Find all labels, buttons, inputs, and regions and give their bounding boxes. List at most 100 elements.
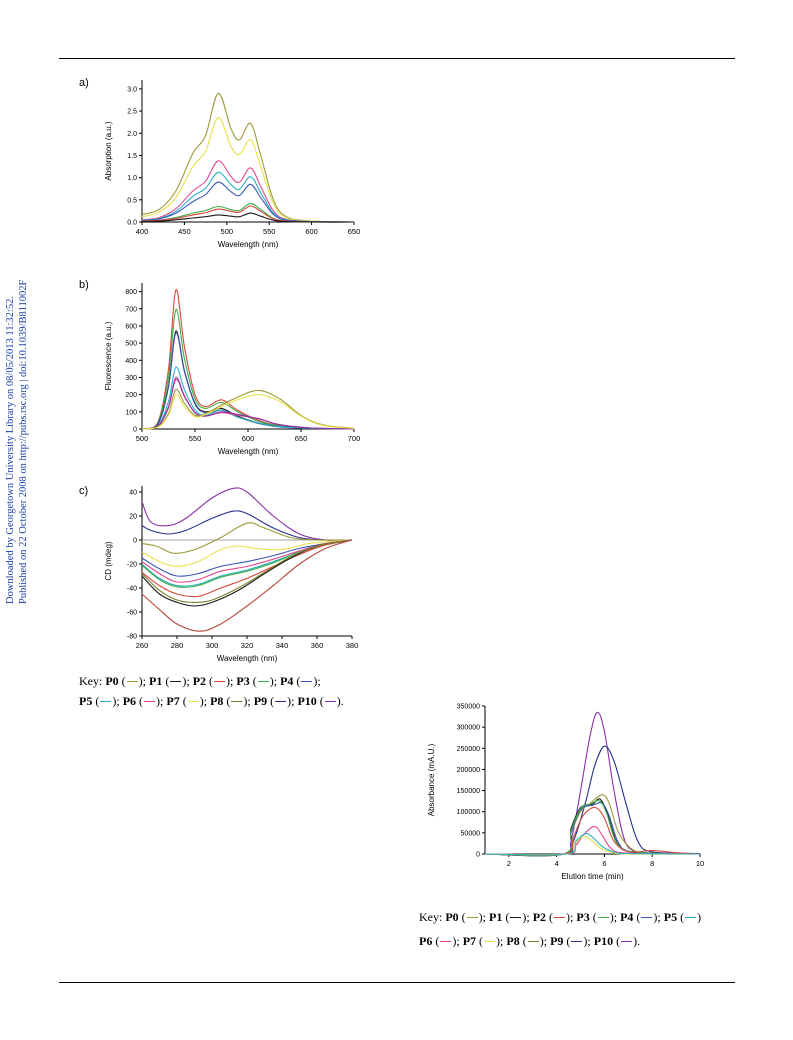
y-tick-label: 2.0 [127,131,137,138]
x-tick-label: 650 [348,227,361,236]
series-line-1 [141,117,355,223]
y-tick-label: 400 [125,358,137,365]
series-line-3 [141,332,355,430]
y-tick-label: 100 [125,409,137,416]
series-line-1 [141,510,353,541]
key-series-id: P9 [550,934,567,948]
y-tick-label: -40 [127,586,137,593]
key-series-id: P1 [489,910,506,924]
key-swatch [214,680,226,682]
key-series-id: P8 [506,934,523,948]
key-series-id: P1 [149,674,166,688]
y-tick-label: 40 [129,490,137,497]
key-swatch [440,940,452,942]
key-series-id: P9 [253,694,271,708]
x-tick-label: 650 [295,434,308,443]
key-lead: Key: [79,674,106,688]
y-axis-label: Absorption (a.u.) [104,121,113,180]
key-swatch [641,916,653,918]
series-line-4 [141,539,353,577]
key-left-row2: P5 (); P6 (); P7 (); P8 (); P9 (); P10 (… [79,694,344,708]
y-tick-label: 0 [476,852,480,859]
series-line-5 [484,800,701,857]
y-tick-label: 0 [133,427,137,434]
x-axis-label: Wavelength (nm) [217,654,278,663]
x-tick-label: 320 [241,641,254,650]
key-left-row1: Key: P0 (); P1 (); P2 (); P3 (); P4 (); [79,674,321,688]
y-tick-label: -80 [127,634,137,641]
key-swatch [621,940,633,942]
y-tick-label: 250000 [457,746,480,753]
y-tick-label: 0.0 [127,220,137,227]
key-series-id: P5 [663,910,681,924]
key-swatch [484,940,496,942]
key-swatch [275,700,287,702]
key-swatch [510,916,522,918]
key-series-id: P3 [576,910,593,924]
series-line-4 [484,802,701,857]
series-line-2 [141,522,353,554]
x-tick-label: 4 [555,859,559,868]
x-tick-label: 400 [136,227,149,236]
x-axis-label: Wavelength (nm) [218,240,279,249]
y-tick-label: 100000 [457,809,480,816]
y-tick-label: 350000 [457,704,480,711]
x-tick-label: 8 [650,859,654,868]
key-swatch [257,680,269,682]
x-tick-label: 600 [305,227,318,236]
series-line-6 [141,378,355,430]
x-tick-label: 340 [276,641,289,650]
key-swatch [685,916,697,918]
series-line-1 [141,309,355,430]
y-tick-label: 1.0 [127,175,137,182]
y-tick-label: 3.0 [127,86,137,93]
absorption-chart: 0.0 0.5 1.0 1.5 2.0 2.5 3.0 400 450 500 550 600 650 W… [104,80,361,249]
cd-chart: -80 -60 -40 -20 0 20 40 260 280 300 320 340 360 380 Wa… [104,486,359,663]
series-line-3 [141,539,353,567]
key-series-id: P0 [105,674,122,688]
series-line-8 [141,539,353,598]
y-tick-label: 300 [125,375,137,382]
key-swatch [100,700,112,702]
key-series-id: P7 [166,694,183,708]
x-tick-label: 500 [136,434,149,443]
x-tick-label: 6 [602,859,606,868]
elution-chart: 0 50000 100000 150000 200000 250000 300000 3500… [427,704,704,882]
series-line-2 [141,160,355,223]
series-line-7 [141,388,355,430]
panel-label-c: c) [79,485,89,497]
x-tick-label: 380 [346,641,359,650]
bottom-rule [59,982,735,983]
y-axis-label: Absorbance (mA.U.) [427,743,436,816]
key-right-row2: P6 (); P7 (); P8 (); P9 (); P10 (). [419,934,641,948]
series-line-0 [141,92,355,223]
key-swatch [527,940,539,942]
key-swatch [301,680,313,682]
key-series-id: P2 [192,674,210,688]
y-tick-label: 2.5 [127,109,137,116]
y-tick-label: -20 [127,562,137,569]
key-series-id: P0 [445,910,462,924]
x-tick-label: 10 [696,859,704,868]
series-line-8 [141,394,355,430]
key-swatch [324,700,336,702]
key-series-id: P2 [532,910,550,924]
key-series-id: P6 [122,694,140,708]
x-tick-label: 260 [136,641,149,650]
sidebar-download-note: Downloaded by Georgetown University Libr… [5,296,16,604]
y-tick-label: 200 [125,392,137,399]
key-swatch [231,700,243,702]
y-tick-label: 500 [125,341,137,348]
series-line-9 [484,833,701,856]
x-tick-label: 500 [221,227,234,236]
series-line-11 [141,539,353,632]
y-tick-label: 20 [129,514,137,521]
x-axis-label: Wavelength (nm) [218,447,279,456]
key-series-id: P4 [280,674,297,688]
panel-label-b: b) [79,279,89,291]
y-tick-label: 0 [133,538,137,545]
key-swatch [126,680,138,682]
series-line-0 [141,487,353,541]
key-series-id: P6 [419,934,436,948]
